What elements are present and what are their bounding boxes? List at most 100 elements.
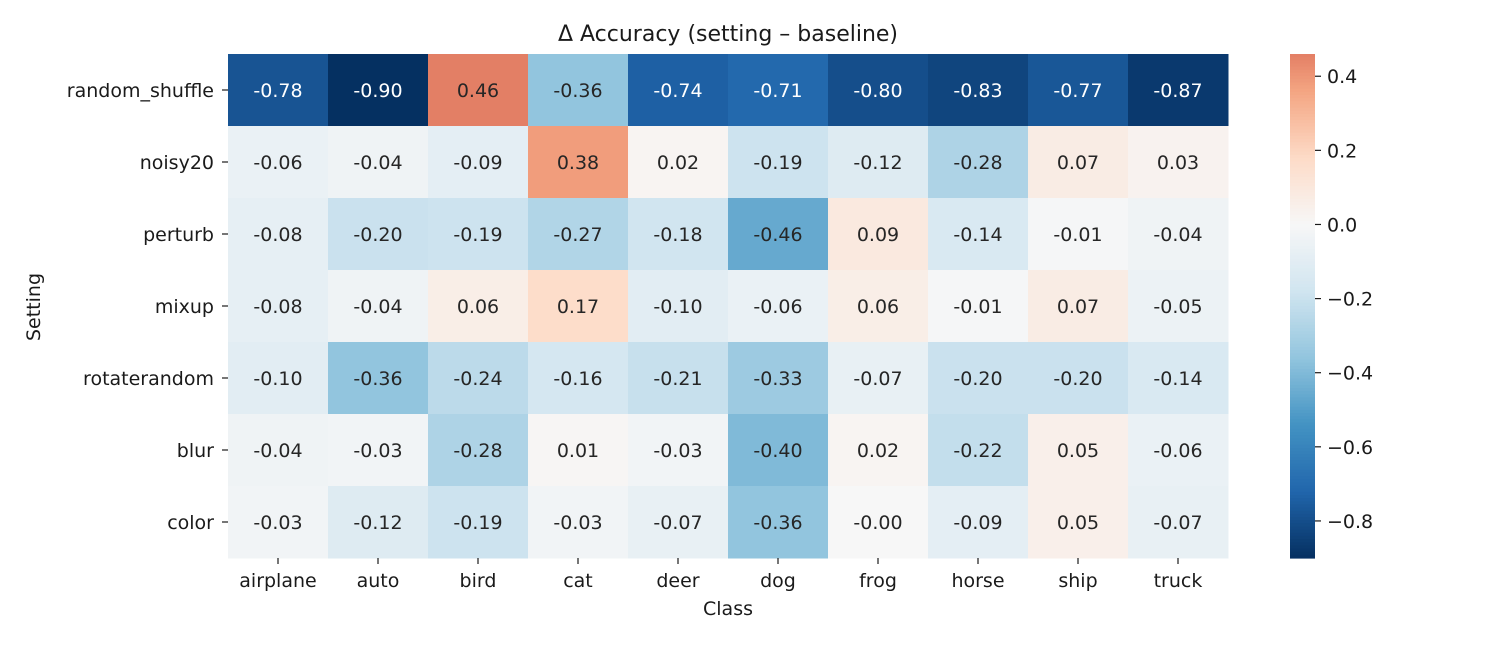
- cell-value-label: -0.20: [953, 368, 1002, 390]
- cell-value-label: -0.74: [653, 80, 702, 102]
- cell-value-label: -0.08: [253, 296, 302, 318]
- colorbar-strip: [1290, 113, 1315, 118]
- colorbar-strip: [1290, 397, 1315, 402]
- heatmap-cell: [328, 486, 429, 559]
- heatmap-cell: [928, 486, 1029, 559]
- cell-value-label: 0.05: [1057, 512, 1099, 534]
- colorbar-strip: [1290, 491, 1315, 496]
- heatmap-cells: [228, 54, 1229, 559]
- colorbar-strip: [1290, 517, 1315, 521]
- heatmap-cell: [528, 342, 629, 415]
- heatmap-cell-labels: -0.78 -0.90 0.46 -0.36 -0.74 -0.71 -0.80 -0.83 -…: [253, 80, 1202, 534]
- colorbar-strip: [1290, 501, 1315, 506]
- colorbar-strip: [1290, 510, 1315, 515]
- heatmap-cell: [1028, 486, 1129, 559]
- cell-value-label: -0.90: [353, 80, 402, 102]
- colorbar-strip: [1290, 554, 1315, 559]
- colorbar-strip: [1290, 422, 1315, 427]
- colorbar-strip: [1290, 265, 1315, 269]
- colorbar-strip: [1290, 164, 1315, 168]
- cell-value-label: 0.17: [557, 296, 599, 318]
- cell-value-label: -0.09: [953, 512, 1002, 534]
- cell-value-label: -0.83: [953, 80, 1002, 102]
- colorbar-strip: [1290, 513, 1315, 518]
- colorbar-strip: [1290, 60, 1315, 65]
- colorbar-strip: [1290, 545, 1315, 550]
- x-tick-label: truck: [1154, 570, 1203, 592]
- cell-value-label: -0.04: [1153, 224, 1202, 246]
- cell-value-label: 0.05: [1057, 440, 1099, 462]
- heatmap-cell: [328, 414, 429, 487]
- cell-value-label: -0.03: [353, 440, 402, 462]
- heatmap-cell: [628, 486, 729, 559]
- cell-value-label: -0.00: [853, 512, 902, 534]
- heatmap-cell: [828, 54, 929, 127]
- colorbar-strip: [1290, 148, 1315, 153]
- colorbar-strip: [1290, 469, 1315, 474]
- colorbar-strip: [1290, 255, 1315, 260]
- cell-value-label: -0.28: [453, 440, 502, 462]
- heatmap-cell: [628, 126, 729, 199]
- colorbar-strip: [1290, 485, 1315, 490]
- heatmap-cell: [328, 126, 429, 199]
- heatmap-cell: [528, 126, 629, 199]
- heatmap-cell: [928, 54, 1029, 127]
- colorbar-strip: [1290, 435, 1315, 439]
- colorbar-strip: [1290, 66, 1315, 71]
- x-tick-label: deer: [656, 570, 699, 592]
- colorbar-strip: [1290, 91, 1315, 96]
- colorbar-strip: [1290, 277, 1315, 282]
- colorbar-strip: [1290, 378, 1315, 383]
- colorbar-strip: [1290, 145, 1315, 150]
- cell-value-label: -0.08: [253, 224, 302, 246]
- colorbar-strip: [1290, 466, 1315, 471]
- heatmap-cell: [928, 270, 1029, 343]
- colorbar-strip: [1290, 495, 1315, 499]
- y-axis-title: Setting: [23, 273, 45, 341]
- cell-value-label: -0.16: [553, 368, 602, 390]
- colorbar-tick-label: −0.6: [1327, 437, 1373, 459]
- colorbar-strip: [1290, 441, 1315, 446]
- cell-value-label: -0.78: [253, 80, 302, 102]
- colorbar-strip: [1290, 350, 1315, 354]
- heatmap-cell: [428, 54, 529, 127]
- colorbar-strip: [1290, 324, 1315, 329]
- heatmap-cell: [428, 486, 529, 559]
- colorbar-strip: [1290, 230, 1315, 235]
- colorbar-strip: [1290, 340, 1315, 345]
- heatmap-cell: [828, 414, 929, 487]
- cell-value-label: -0.10: [253, 368, 302, 390]
- x-tick-label: ship: [1058, 570, 1097, 592]
- y-tick-label: blur: [177, 440, 214, 462]
- colorbar-strip: [1290, 309, 1315, 313]
- cell-value-label: -0.09: [453, 152, 502, 174]
- colorbar-strip: [1290, 482, 1315, 487]
- heatmap-cell: [228, 198, 329, 271]
- colorbar-strip: [1290, 337, 1315, 342]
- colorbar-strip: [1290, 167, 1315, 172]
- heatmap-cell: [328, 342, 429, 415]
- colorbar-strip: [1290, 406, 1315, 411]
- heatmap-cell: [228, 270, 329, 343]
- x-tick-label: dog: [760, 570, 796, 592]
- heatmap-cell: [1128, 54, 1229, 127]
- heatmap-cell: [528, 486, 629, 559]
- colorbar-strip: [1290, 249, 1315, 254]
- cell-value-label: -0.40: [753, 440, 802, 462]
- heatmap-cell: [628, 342, 729, 415]
- heatmap-cell: [728, 270, 829, 343]
- colorbar-strip: [1290, 548, 1315, 553]
- cell-value-label: -0.36: [753, 512, 802, 534]
- heatmap-cell: [328, 54, 429, 127]
- cell-value-label: -0.19: [753, 152, 802, 174]
- heatmap-cell: [428, 126, 529, 199]
- y-tick-label: color: [167, 512, 214, 534]
- heatmap-cell: [228, 126, 329, 199]
- heatmap-cell: [928, 414, 1029, 487]
- cell-value-label: -0.10: [653, 296, 702, 318]
- cell-value-label: -0.05: [1153, 296, 1202, 318]
- heatmap-cell: [428, 414, 529, 487]
- heatmap-cell: [1028, 198, 1129, 271]
- heatmap-cell: [1128, 486, 1229, 559]
